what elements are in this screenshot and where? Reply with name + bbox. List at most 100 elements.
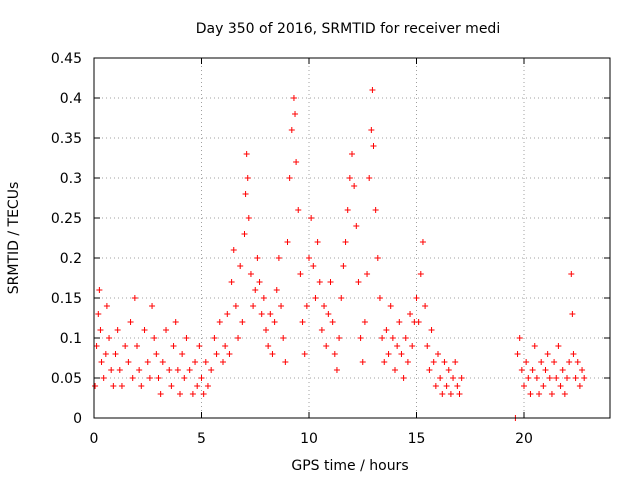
data-point: [284, 239, 291, 245]
data-point: [204, 383, 211, 389]
data-point: [551, 359, 558, 365]
data-point: [566, 359, 573, 365]
data-point: [93, 343, 100, 349]
data-point: [381, 359, 388, 365]
data-point: [340, 263, 347, 269]
data-point: [118, 383, 125, 389]
data-point: [138, 383, 145, 389]
data-point: [269, 351, 276, 357]
data-point: [437, 375, 444, 381]
data-point: [316, 279, 323, 285]
data-point: [194, 383, 201, 389]
data-point: [516, 335, 523, 341]
data-point: [331, 351, 338, 357]
plot-frame: [93, 57, 611, 419]
data-point: [250, 303, 257, 309]
data-point: [458, 375, 465, 381]
data-point: [96, 287, 103, 293]
data-point: [299, 319, 306, 325]
data-point: [398, 351, 405, 357]
data-point: [572, 375, 579, 381]
x-tick-label: 15: [408, 431, 426, 447]
data-point: [172, 319, 179, 325]
data-point: [533, 375, 540, 381]
data-point: [346, 175, 353, 181]
data-point: [441, 359, 448, 365]
data-point: [114, 327, 121, 333]
data-point: [581, 375, 588, 381]
data-point: [220, 359, 226, 365]
data-point: [531, 343, 538, 349]
data-point: [308, 215, 315, 221]
data-point: [256, 279, 263, 285]
data-point: [310, 263, 317, 269]
data-point: [260, 295, 267, 301]
data-points: [92, 87, 588, 421]
data-point: [546, 375, 553, 381]
data-point: [413, 295, 420, 301]
data-point: [144, 359, 151, 365]
data-point: [368, 127, 375, 133]
data-point: [407, 311, 414, 317]
data-point: [245, 215, 252, 221]
data-point: [297, 271, 304, 277]
data-point: [125, 359, 132, 365]
data-point: [146, 375, 153, 381]
data-point: [318, 327, 325, 333]
data-point: [374, 255, 381, 261]
data-point: [443, 383, 450, 389]
data-point: [445, 367, 452, 373]
data-point: [415, 319, 422, 325]
data-point: [192, 359, 199, 365]
data-point: [349, 151, 355, 157]
data-point: [369, 87, 376, 93]
data-point: [424, 343, 431, 349]
data-point: [102, 351, 109, 357]
data-point: [224, 311, 231, 317]
data-point: [127, 319, 134, 325]
data-point: [242, 191, 249, 197]
data-point: [321, 303, 328, 309]
data-point: [271, 319, 278, 325]
data-point: [106, 335, 113, 341]
data-point: [454, 383, 461, 389]
data-point: [333, 367, 340, 373]
data-point: [564, 375, 570, 381]
x-tick-label: 0: [90, 431, 99, 447]
data-point: [389, 335, 396, 341]
data-point: [394, 343, 401, 349]
data-point: [364, 271, 371, 277]
data-point: [529, 367, 536, 373]
y-tick-label: 0.2: [60, 251, 82, 267]
data-point: [387, 303, 394, 309]
data-point: [402, 335, 409, 341]
data-point: [134, 343, 140, 349]
data-point: [157, 391, 164, 397]
data-point: [383, 327, 390, 333]
data-point: [116, 367, 123, 373]
data-point: [280, 335, 287, 341]
data-point: [544, 351, 551, 357]
data-point: [353, 223, 360, 229]
data-point: [163, 327, 170, 333]
data-point: [538, 359, 545, 365]
y-tick-label: 0: [73, 411, 82, 427]
axis-ticks: 0 0.05 0.1 0.15 0.2 0.25 0.3 0.35 0.4 0.45 0 5 10 15 2…: [51, 51, 610, 447]
data-point: [237, 263, 244, 269]
y-tick-label: 0.4: [60, 91, 82, 107]
data-point: [404, 359, 411, 365]
data-point: [129, 375, 136, 381]
data-point: [183, 335, 190, 341]
data-point: [286, 175, 293, 181]
data-point: [312, 295, 319, 301]
data-point: [97, 327, 104, 333]
data-point: [228, 279, 235, 285]
data-point: [419, 239, 426, 245]
data-point: [226, 351, 233, 357]
data-point: [131, 295, 138, 301]
data-point: [336, 335, 343, 341]
data-point: [559, 367, 566, 373]
data-point: [232, 303, 239, 309]
data-point: [265, 343, 272, 349]
data-point: [327, 279, 334, 285]
